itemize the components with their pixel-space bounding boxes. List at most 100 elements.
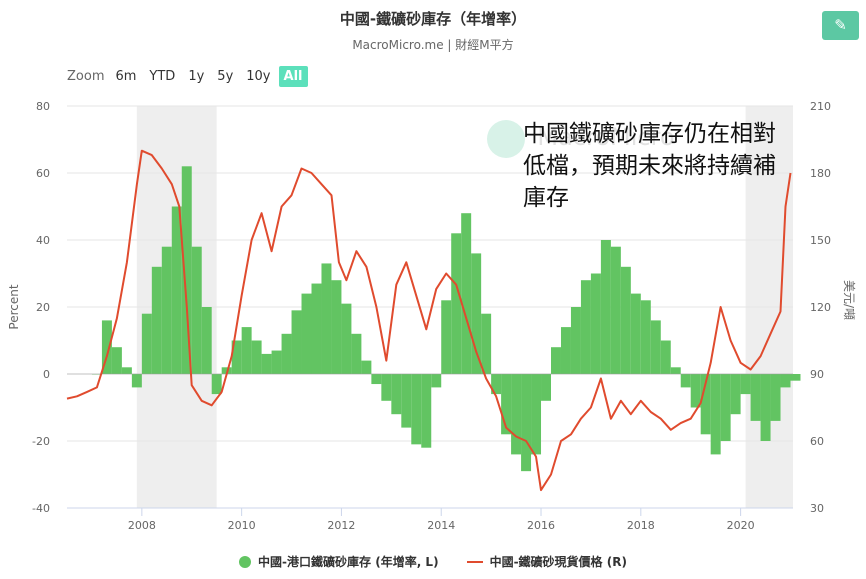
legend-label-inventory: 中國-港口鐵礦砂庫存 (年增率, L) [258,555,439,569]
inventory-bar [560,327,571,374]
inventory-bar [670,367,681,374]
legend-item-inventory[interactable]: 中國-港口鐵礦砂庫存 (年增率, L) [239,553,439,570]
y-left-axis-title: Percent [7,284,21,329]
inventory-bar [551,347,561,374]
inventory-bar [780,374,791,388]
y-left-tick-label: 60 [36,167,50,180]
legend-label-price: 中國-鐵礦砂現貨價格 (R) [489,555,627,569]
inventory-bar [620,266,631,374]
inventory-bar [660,340,671,374]
y-right-axis-title: 美元/噸 [842,280,856,320]
x-tick-label: 2014 [427,519,455,532]
inventory-bar [341,303,352,374]
inventory-bar [431,374,442,388]
price-line [66,149,792,492]
inventory-bar [401,374,412,428]
inventory-bar [191,246,202,374]
inventory-bar [381,374,392,401]
inventory-bar [451,233,462,374]
y-left-tick-label: 0 [43,368,50,381]
inventory-bar [700,374,711,435]
inventory-bar [590,273,601,374]
inventory-bar [650,320,661,374]
inventory-bar [171,206,182,374]
chart-subtitle: MacroMicro.me | 財經M平方 [352,38,514,52]
y-left-tick-label: -20 [32,435,50,448]
inventory-bar [261,353,272,374]
x-tick-label: 2010 [228,519,256,532]
zoom-all-button[interactable]: All [278,66,308,87]
inventory-bar [720,374,731,441]
inventory-bar [610,246,621,374]
inventory-bar [640,300,651,374]
inventory-bar [421,374,432,448]
inventory-bar [411,374,422,445]
y-right-tick-label: 90 [810,368,824,381]
inventory-bar [690,374,701,408]
inventory-bar [371,374,382,385]
inventory-bar [271,350,282,374]
inventory-bar [501,374,512,435]
inventory-bar [471,253,482,374]
inventory-bar [111,347,122,374]
y-left-tick-label: -40 [32,502,50,515]
watermark-logo-icon [487,120,525,158]
inventory-bar [301,293,312,374]
inventory-bar [251,340,262,374]
inventory-bar [331,280,342,374]
inventory-bar [770,374,781,421]
inventory-bar [521,374,532,472]
edit-button[interactable]: ✎ [822,11,859,40]
inventory-bar [580,280,591,374]
inventory-bar [131,374,142,388]
y-right-tick-label: 120 [810,301,831,314]
inventory-bar [630,293,641,374]
chart-title: 中國-鐵礦砂庫存（年增率） [339,10,527,28]
inventory-bar [361,360,372,374]
inventory-bar [201,307,212,374]
inventory-bar [710,374,721,455]
zoom-10y-button[interactable]: 10y [246,69,271,84]
zoom-label: Zoom [67,69,105,84]
y-right-tick-label: 180 [810,167,831,180]
inventory-bar [231,340,242,374]
legend-line-icon [466,560,483,563]
inventory-bar [570,307,581,374]
inventory-bar [541,374,551,401]
watermark-text: MacroMicro [537,123,674,151]
x-tick-label: 2016 [527,519,555,532]
y-left-tick-label: 40 [36,234,50,247]
inventory-bar [291,310,302,374]
x-tick-label: 2020 [727,519,755,532]
zoom-1y-button[interactable]: 1y [188,69,205,84]
inventory-bar [760,374,771,441]
inventory-bar [481,313,492,374]
inventory-bar [161,246,172,374]
inventory-bar [441,300,452,374]
inventory-bar [321,263,332,374]
pencil-icon: ✎ [834,16,847,34]
inventory-bar [391,374,402,415]
zoom-5y-button[interactable]: 5y [217,69,234,84]
inventory-bar [730,374,741,415]
legend-dot-icon [239,555,252,568]
y-right-tick-label: 150 [810,234,831,247]
y-right-tick-label: 30 [810,502,824,515]
inventory-bar [121,367,132,374]
inventory-bar [151,266,162,374]
inventory-bar [141,313,152,374]
zoom-6m-button[interactable]: 6m [115,69,137,84]
inventory-bar [511,374,522,455]
y-right-tick-label: 210 [810,100,831,113]
inventory-bar [790,374,801,381]
inventory-bar [750,374,761,421]
zoom-bar: Zoom 6m YTD 1y 5y 10y All [67,66,311,87]
inventory-bar [101,320,112,374]
chart-legend: 中國-港口鐵礦砂庫存 (年增率, L) 中國-鐵礦砂現貨價格 (R) [0,553,866,570]
zoom-ytd-button[interactable]: YTD [149,69,176,84]
chart-annotation: 中國鐵礦砂庫存仍在相對低檔，預期未來將持續補庫存 [523,121,776,211]
x-tick-label: 2008 [128,519,156,532]
y-left-tick-label: 80 [36,100,50,113]
legend-item-price[interactable]: 中國-鐵礦砂現貨價格 (R) [466,553,627,570]
